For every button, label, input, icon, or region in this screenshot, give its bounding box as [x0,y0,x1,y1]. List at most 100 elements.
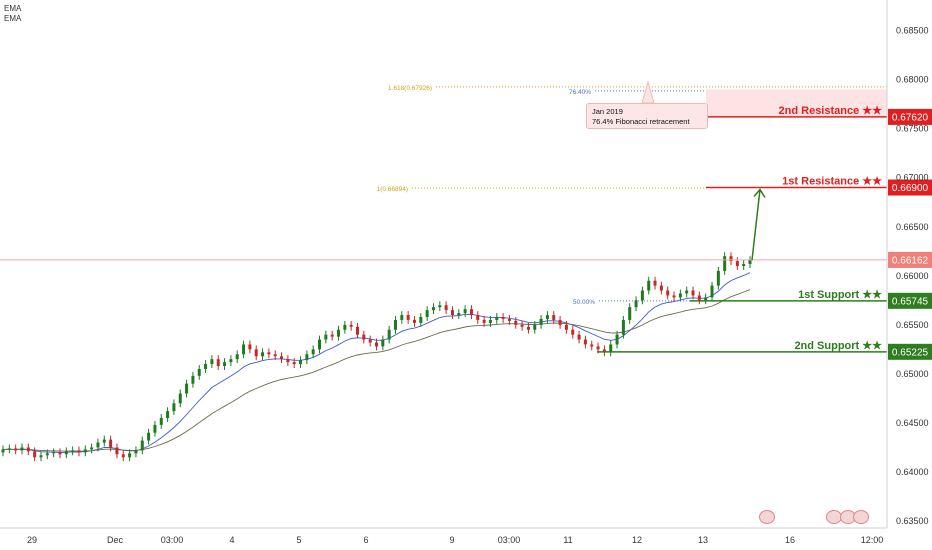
candle-body [58,452,62,455]
candle-body [362,334,366,340]
candle-body [621,319,625,335]
candle-body [14,448,18,451]
candle-body [26,447,30,452]
candle-body [596,346,600,350]
price-tag-value: 0.65745 [892,296,929,307]
candle-body [647,280,651,291]
support-resistance-levels: 2nd Resistance ★★ 0.67620 1st Resistance ★… [0,80,932,360]
us-flag-event-icon[interactable] [759,510,775,524]
x-tick-label: 12:00 [861,535,884,545]
candle-body [412,319,416,323]
candle-body [710,285,714,298]
ema-slow-line [2,289,751,452]
candle-body [488,319,492,323]
price-tag-box [888,292,932,309]
fib-label: 1.618(0.67926) [388,85,432,92]
candle-body [172,403,176,412]
candle-body [697,295,701,301]
candle-body [153,424,157,433]
level-label: 2nd Resistance ★★ [779,105,883,117]
candle-body [273,354,277,357]
candle-body [457,313,461,316]
candle-body [311,349,315,355]
candle-body [666,290,670,296]
candle-body [469,309,473,316]
x-tick-label: 13 [698,535,708,545]
candle-body [533,324,537,330]
candle-body [609,344,613,353]
candle-body [583,339,587,345]
candle-body [634,300,638,308]
candle-body [305,354,309,361]
candle-body [134,450,138,454]
candle-body [318,339,322,350]
candle-body [406,315,410,320]
candle-body [191,375,195,384]
candle-body [1,449,5,453]
fib-label: 76.40% [569,89,591,96]
candle-body [235,354,239,360]
candle-body [729,256,733,262]
candle-body [20,447,24,451]
candle-body [463,309,467,314]
candle-body [653,280,657,286]
candle-body [96,442,100,448]
candle-body [425,310,429,317]
y-tick-label: 0.67500 [896,124,929,134]
y-tick-label: 0.64000 [896,467,929,477]
y-tick-label: 0.66500 [896,222,929,232]
candle-body [450,310,454,316]
candle-body [128,453,132,458]
candle-body [564,324,568,330]
candle-body [147,432,151,441]
price-tag-box [888,343,932,360]
price-tag-box [888,179,932,196]
candle-body [723,256,727,271]
candle-body [501,317,505,319]
candle-body [102,439,106,443]
candle-body [166,411,170,419]
candle-body [109,439,113,448]
fibonacci-levels: 1.618(0.67926) 1(0.66894) 76.40% 50.00% [377,85,887,306]
candle-body [482,319,486,323]
candle-body [507,318,511,321]
candle-body [337,329,341,337]
fibonacci-annotation: Jan 2019 76.4% Fibonacci retracement [586,103,708,129]
candle-body [381,339,385,347]
candle-body [140,440,144,451]
candle-body [286,359,290,363]
x-tick-label: 5 [296,535,301,545]
x-tick-label: 16 [785,535,795,545]
candle-body [77,450,81,453]
resistance-zone [706,89,887,117]
candle-body [571,329,575,335]
candle-body [45,453,49,456]
candle-body [545,315,549,319]
ema-label-2: EMA [4,14,22,23]
candle-body [495,317,499,320]
candle-body [444,305,448,311]
candle-body [254,349,258,357]
level-label: 1st Resistance ★★ [782,176,882,188]
candle-body [71,450,75,452]
candle-body [7,448,11,450]
time-axis: 29 Dec 03:00 4 5 6 9 03:00 11 12 13 16 12:00 [27,535,883,545]
candle-body [115,447,119,455]
x-tick-label: 29 [27,535,37,545]
candle-body [210,359,214,365]
candle-body [691,290,695,296]
candle-body [159,418,163,425]
candle-body [299,360,303,365]
fib-label: 1(0.66894) [377,186,408,193]
level-label: 2nd Support ★★ [794,340,882,352]
nz-flag-event-icon[interactable] [853,510,869,524]
candle-body [375,342,378,347]
x-tick-label: 12 [632,535,642,545]
annotation-line-2: 76.4% Fibonacci retracement [592,117,690,126]
candle-body [216,359,220,367]
candle-body [526,326,530,330]
candle-body [185,383,189,394]
candle-body [704,297,708,301]
